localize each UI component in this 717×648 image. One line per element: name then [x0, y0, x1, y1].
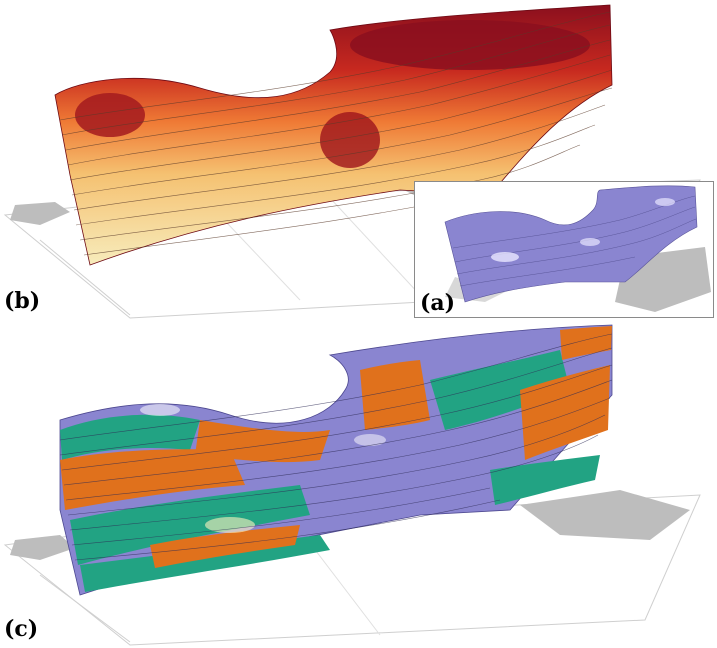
surface-plot-a [444, 185, 711, 312]
panel-label-a: (a) [420, 290, 456, 316]
inset-panel-a: (a) [414, 181, 714, 318]
surface-c [59, 324, 613, 596]
surface-b [54, 4, 613, 266]
surface-plot-c [3, 324, 701, 646]
panel-c: (c) [0, 320, 717, 648]
panel-label-b: (b) [4, 288, 41, 314]
surface-a [444, 185, 698, 303]
panel-label-c: (c) [4, 616, 39, 642]
